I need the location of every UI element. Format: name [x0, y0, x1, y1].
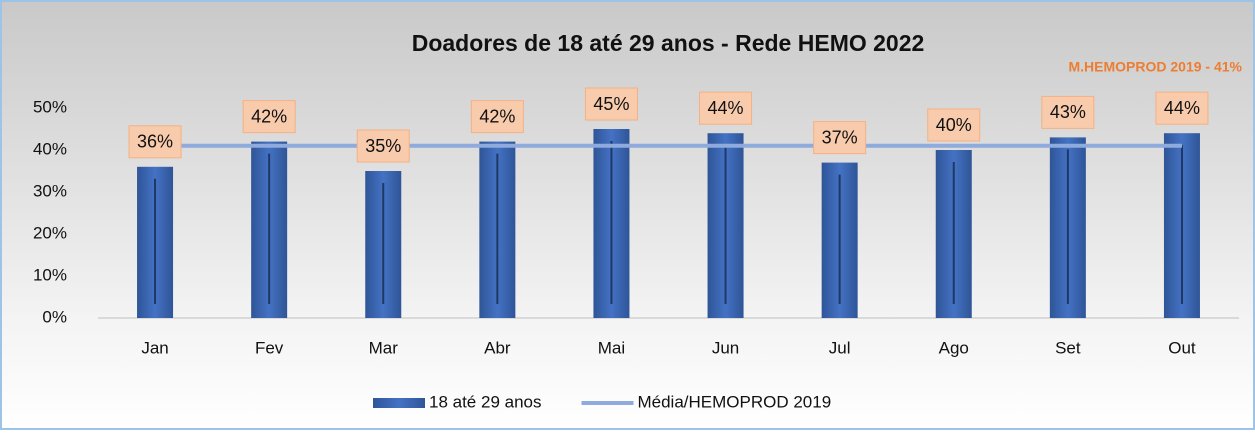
y-tick-label: 40% — [33, 139, 67, 158]
y-tick-label: 20% — [33, 223, 67, 242]
x-tick-label: Set — [1055, 338, 1081, 357]
x-tick-label: Mai — [598, 338, 625, 357]
data-label-box — [927, 108, 981, 142]
chart-title: Doadores de 18 até 29 anos - Rede HEMO 2… — [412, 30, 925, 56]
legend-label: Média/HEMOPROD 2019 — [637, 392, 831, 411]
y-tick-label: 0% — [42, 307, 67, 326]
x-tick-label: Mar — [369, 338, 399, 357]
data-label: 36% — [137, 132, 173, 152]
data-label-box — [699, 91, 753, 125]
x-tick-label: Jul — [829, 338, 851, 357]
data-label: 42% — [251, 106, 287, 126]
x-tick-label: Fev — [255, 338, 284, 357]
data-label-box — [813, 121, 867, 155]
y-tick-label: 50% — [33, 97, 67, 116]
y-tick-label: 10% — [33, 265, 67, 284]
legend-label: 18 até 29 anos — [429, 392, 541, 411]
data-label-box — [1155, 91, 1209, 125]
data-label: 45% — [593, 94, 629, 114]
data-label-box — [470, 100, 524, 134]
x-tick-label: Out — [1168, 338, 1196, 357]
data-label-box — [584, 87, 638, 121]
data-label-box — [242, 100, 296, 134]
data-label-box — [128, 125, 182, 159]
data-label-box — [356, 129, 410, 163]
x-tick-label: Jan — [141, 338, 168, 357]
x-tick-label: Ago — [939, 338, 969, 357]
annotation: M.HEMOPROD 2019 - 41% — [1069, 59, 1243, 75]
y-tick-label: 30% — [33, 181, 67, 200]
data-label-box — [1041, 95, 1095, 129]
data-label: 44% — [1164, 98, 1200, 118]
x-tick-label: Jun — [712, 338, 739, 357]
data-label: 37% — [822, 127, 858, 147]
x-tick-label: Abr — [484, 338, 511, 357]
data-label: 42% — [479, 106, 515, 126]
data-label: 40% — [936, 115, 972, 135]
data-label: 43% — [1050, 102, 1086, 122]
data-label: 35% — [365, 136, 401, 156]
legend-swatch — [373, 398, 425, 408]
data-label: 44% — [708, 98, 744, 118]
